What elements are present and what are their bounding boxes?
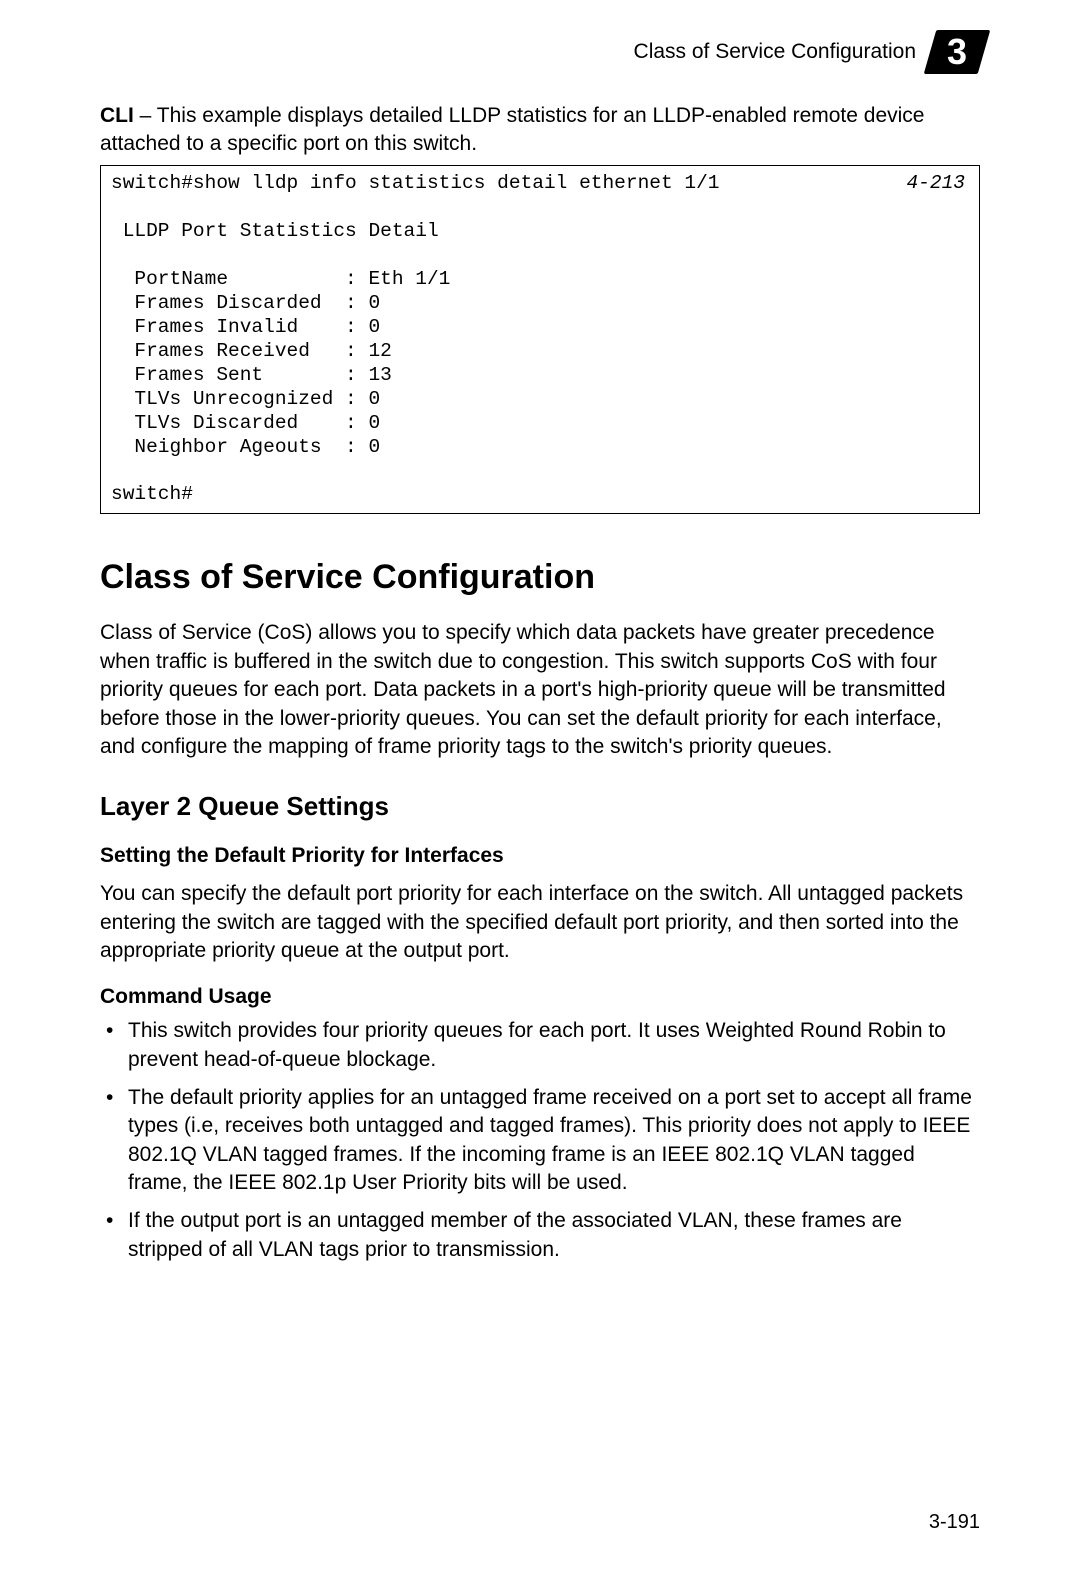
list-item: The default priority applies for an unta… xyxy=(100,1084,980,1197)
subsection-title: Layer 2 Queue Settings xyxy=(100,791,980,822)
cli-output-block: 4-213 switch#show lldp info statistics de… xyxy=(100,165,980,515)
command-usage-list: This switch provides four priority queue… xyxy=(100,1017,980,1264)
chapter-number: 3 xyxy=(947,31,967,73)
section-title: Class of Service Configuration xyxy=(100,558,980,597)
intro-paragraph: CLI – This example displays detailed LLD… xyxy=(100,102,980,159)
page-number: 3-191 xyxy=(929,1511,980,1534)
intro-text: – This example displays detailed LLDP st… xyxy=(100,104,924,155)
command-usage-heading: Command Usage xyxy=(100,985,980,1009)
cli-content: switch#show lldp info statistics detail … xyxy=(111,172,720,506)
header-title: Class of Service Configuration xyxy=(634,40,916,64)
subsubsection-title: Setting the Default Priority for Interfa… xyxy=(100,844,980,868)
cli-label: CLI xyxy=(100,104,134,127)
list-item: If the output port is an untagged member… xyxy=(100,1207,980,1264)
chapter-badge: 3 xyxy=(924,30,991,74)
page-header: Class of Service Configuration 3 xyxy=(100,30,980,74)
section-body: Class of Service (CoS) allows you to spe… xyxy=(100,619,980,761)
cli-reference: 4-213 xyxy=(906,172,965,196)
subsubsection-body: You can specify the default port priorit… xyxy=(100,880,980,965)
list-item: This switch provides four priority queue… xyxy=(100,1017,980,1074)
document-page: Class of Service Configuration 3 CLI – T… xyxy=(0,0,1080,1570)
